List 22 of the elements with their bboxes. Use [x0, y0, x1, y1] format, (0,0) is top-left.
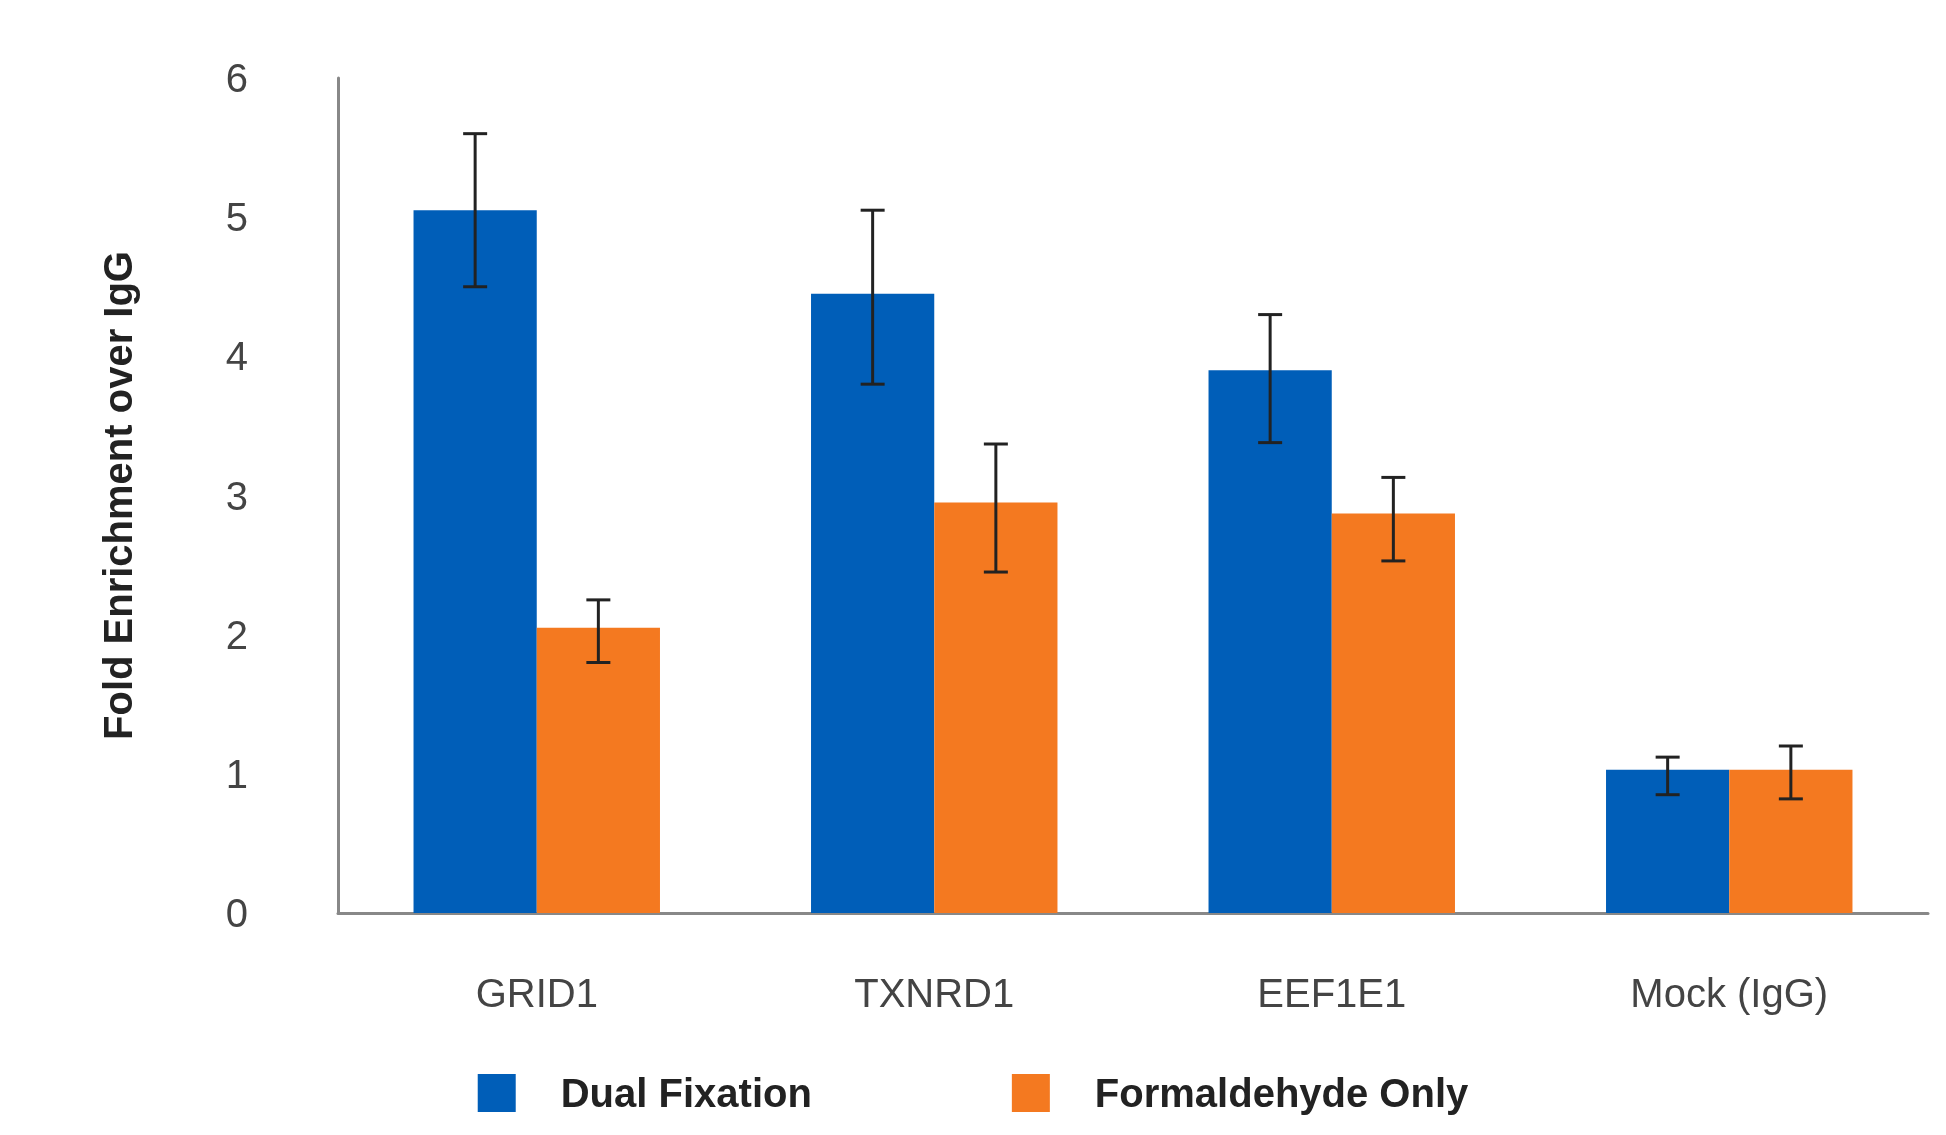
bar — [413, 210, 537, 913]
y-tick-label: 6 — [225, 56, 248, 100]
bar — [1729, 769, 1853, 913]
bar — [811, 293, 935, 913]
x-tick-label: GRID1 — [475, 971, 598, 1015]
y-tick-label: 2 — [225, 612, 248, 657]
x-tick-label: TXNRD1 — [854, 971, 1015, 1015]
y-tick-label: 5 — [225, 195, 248, 240]
bar — [536, 627, 660, 913]
y-tick-label: 0 — [225, 891, 248, 935]
y-tick-label: 3 — [225, 473, 248, 518]
bar — [1606, 769, 1730, 913]
x-tick-label: EEF1E1 — [1257, 971, 1407, 1015]
bar — [1331, 513, 1455, 913]
y-tick-label: 4 — [225, 334, 248, 379]
legend-label: Formaldehyde Only — [1094, 1071, 1470, 1115]
bar — [934, 502, 1058, 913]
y-tick-label: 1 — [225, 751, 248, 796]
legend-label: Dual Fixation — [560, 1071, 812, 1115]
y-axis-title: Fold Enrichment over IgG — [96, 251, 140, 740]
bar — [1208, 370, 1332, 913]
x-tick-label: Mock (IgG) — [1630, 971, 1829, 1015]
